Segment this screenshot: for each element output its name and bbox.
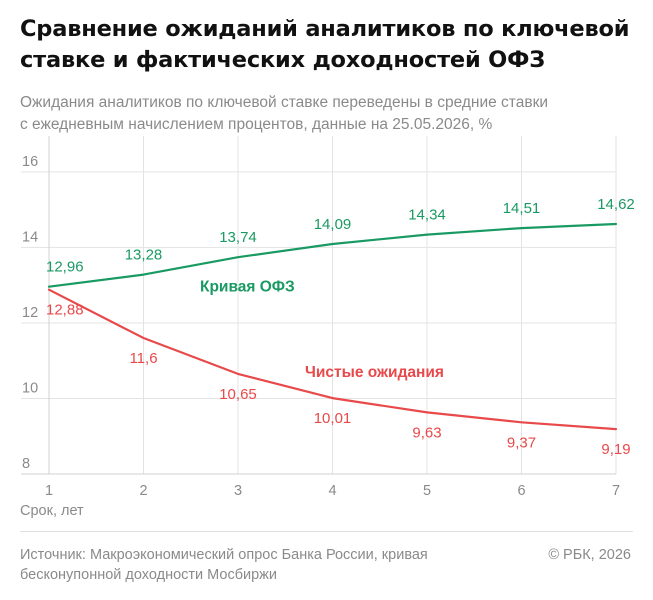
series-line-pure-expectations <box>47 288 618 431</box>
data-label-expectations: 11,6 <box>129 350 157 367</box>
x-tick-label: 2 <box>139 483 147 499</box>
x-tick-label: 5 <box>423 483 431 499</box>
data-label-ofz: 14,09 <box>314 216 352 233</box>
series-name-ofz: Кривая ОФЗ <box>200 278 295 295</box>
series-line-ofz-curve <box>47 222 618 288</box>
y-tick-label: 14 <box>22 229 38 245</box>
data-label-expectations: 9,37 <box>507 434 536 451</box>
x-tick-label: 7 <box>612 483 620 499</box>
series-name-expectations: Чистые ожидания <box>305 364 444 381</box>
data-label-ofz: 14,62 <box>597 196 635 213</box>
x-tick-label: 6 <box>517 483 525 499</box>
y-tick-label: 16 <box>22 154 38 170</box>
y-tick-label: 8 <box>22 456 30 472</box>
data-label-expectations: 12,88 <box>46 302 84 319</box>
data-label-expectations: 10,01 <box>314 410 352 427</box>
data-label-ofz: 13,28 <box>125 247 163 264</box>
chart-subtitle: Ожидания аналитиков по ключевой ставке п… <box>20 92 645 136</box>
chart-subtitle-line-1: Ожидания аналитиков по ключевой ставке п… <box>20 94 549 111</box>
y-tick-label: 10 <box>22 380 38 396</box>
footer-divider <box>20 531 633 532</box>
x-tick-label: 4 <box>328 483 336 499</box>
chart-title: Сравнение ожиданий аналитиков по ключево… <box>20 14 640 76</box>
data-label-expectations: 9,19 <box>601 441 630 458</box>
data-label-ofz: 14,34 <box>408 207 446 224</box>
chart-title-line-1: Сравнение ожиданий аналитиков по ключево… <box>20 16 630 42</box>
y-tick-label: 12 <box>22 305 38 321</box>
source-line-2: бесконупонной доходности Мосбиржи <box>20 567 277 583</box>
source-line-1: Источник: Макроэкономический опрос Банка… <box>20 547 428 563</box>
source-note: Источник: Макроэкономический опрос Банка… <box>20 545 428 585</box>
data-label-expectations: 10,65 <box>219 386 257 403</box>
x-axis-label: Срок, лет <box>20 503 84 519</box>
x-tick-label: 3 <box>234 483 242 499</box>
data-label-ofz: 12,96 <box>46 259 84 276</box>
x-tick-label: 1 <box>45 483 53 499</box>
data-label-expectations: 9,63 <box>412 424 441 441</box>
chart-title-line-2: ставке и фактических доходностей ОФЗ <box>20 47 546 73</box>
copyright: © РБК, 2026 <box>548 547 631 563</box>
data-label-ofz: 13,74 <box>219 229 257 246</box>
data-label-ofz: 14,51 <box>503 200 541 217</box>
chart-subtitle-line-2: с ежедневным начислением процентов, данн… <box>20 116 493 133</box>
